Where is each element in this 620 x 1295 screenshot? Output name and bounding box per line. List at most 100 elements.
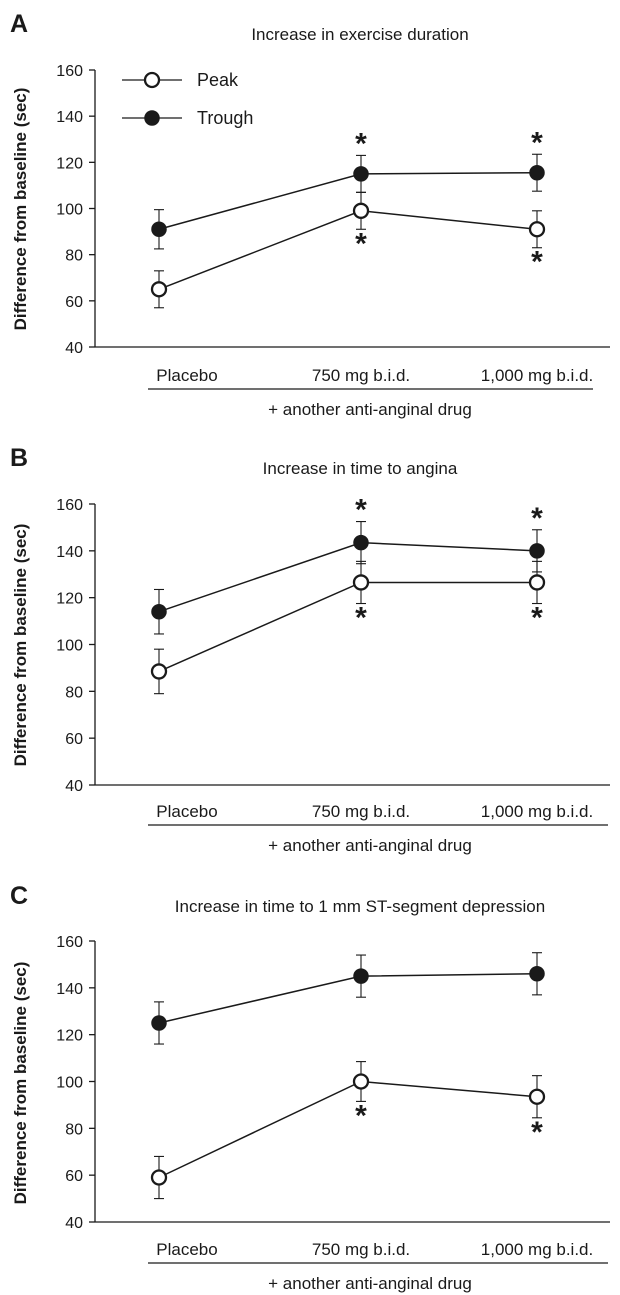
y-tick-label: 160 bbox=[56, 934, 83, 951]
panel-c-category-label-1000: 1,000 mg b.i.d. bbox=[481, 1240, 593, 1259]
panel-b-significance-marks: * * * * bbox=[355, 494, 543, 635]
peak-data-point bbox=[352, 1073, 370, 1090]
peak-significance-asterisk: * bbox=[531, 602, 543, 635]
trough-data-point bbox=[151, 1015, 167, 1031]
peak-significance-asterisk: * bbox=[355, 1099, 367, 1132]
peak-significance-asterisk: * bbox=[531, 246, 543, 279]
trough-data-point bbox=[529, 543, 545, 559]
panel-c-category-label-750: 750 mg b.i.d. bbox=[312, 1240, 410, 1259]
legend-item-trough: Trough bbox=[122, 108, 253, 128]
y-tick-label: 140 bbox=[56, 544, 83, 561]
panel-b-markers bbox=[150, 534, 546, 680]
panel-a-series-lines bbox=[158, 171, 538, 290]
y-tick-label: 40 bbox=[65, 778, 83, 795]
panel-c-y-axis-label: Difference from baseline (sec) bbox=[11, 962, 30, 1205]
peak-data-point bbox=[150, 663, 168, 680]
y-tick-label: 120 bbox=[56, 1028, 83, 1045]
panel-b-category-label-1000: 1,000 mg b.i.d. bbox=[481, 802, 593, 821]
panel-c: C Increase in time to 1 mm ST-segment de… bbox=[10, 882, 610, 1293]
y-tick-label: 120 bbox=[56, 155, 83, 172]
panel-letter-c: C bbox=[10, 882, 28, 910]
panel-letter-b: B bbox=[10, 444, 28, 472]
panel-b-x-axis-label: + another anti-anginal drug bbox=[268, 836, 472, 855]
y-tick-label: 100 bbox=[56, 202, 83, 219]
panel-b-category-label-750: 750 mg b.i.d. bbox=[312, 802, 410, 821]
panel-c-series-lines bbox=[158, 973, 538, 1179]
y-tick-label: 160 bbox=[56, 63, 83, 80]
peak-data-point bbox=[352, 574, 370, 591]
peak-series-line bbox=[158, 210, 538, 290]
legend-peak-marker bbox=[143, 71, 161, 89]
legend-peak-label: Peak bbox=[197, 70, 239, 90]
legend-trough-label: Trough bbox=[197, 108, 253, 128]
peak-data-point bbox=[150, 1169, 168, 1186]
panel-b-series-lines bbox=[158, 541, 538, 673]
panel-c-title: Increase in time to 1 mm ST-segment depr… bbox=[175, 897, 545, 916]
trough-data-point bbox=[353, 534, 369, 551]
y-tick-label: 40 bbox=[65, 340, 83, 357]
panel-c-markers bbox=[150, 966, 546, 1186]
panel-b-title: Increase in time to angina bbox=[263, 459, 458, 478]
y-tick-label: 100 bbox=[56, 1075, 83, 1092]
peak-significance-asterisk: * bbox=[531, 1116, 543, 1149]
trough-data-point bbox=[529, 966, 545, 982]
y-tick-label: 80 bbox=[65, 248, 83, 265]
trough-significance-asterisk: * bbox=[531, 502, 543, 535]
panel-c-significance-marks: * * bbox=[355, 1099, 543, 1148]
y-tick-label: 80 bbox=[65, 1121, 83, 1138]
y-tick-label: 100 bbox=[56, 638, 83, 655]
y-tick-label: 60 bbox=[65, 294, 83, 311]
trough-data-point bbox=[151, 603, 167, 620]
panel-a-category-label-750: 750 mg b.i.d. bbox=[312, 366, 410, 385]
peak-data-point bbox=[528, 1088, 546, 1105]
y-tick-label: 120 bbox=[56, 591, 83, 608]
panel-c-category-label-placebo: Placebo bbox=[156, 1240, 217, 1259]
trough-series-line bbox=[158, 171, 538, 230]
peak-series-line bbox=[158, 1080, 538, 1179]
panel-a-y-axis-label: Difference from baseline (sec) bbox=[11, 88, 30, 331]
panel-a-category-label-1000: 1,000 mg b.i.d. bbox=[481, 366, 593, 385]
peak-series-line bbox=[158, 581, 537, 673]
panel-a: A Increase in exercise duration Differen… bbox=[10, 10, 610, 419]
y-tick-label: 140 bbox=[56, 109, 83, 126]
trough-series-line bbox=[158, 541, 538, 613]
panel-a-title: Increase in exercise duration bbox=[251, 25, 468, 44]
panel-b: B Increase in time to angina Difference … bbox=[10, 444, 610, 855]
trough-series-line bbox=[158, 973, 538, 1024]
panel-b-category-label-placebo: Placebo bbox=[156, 802, 217, 821]
panel-a-x-axis-label: + another anti-anginal drug bbox=[268, 400, 472, 419]
peak-data-point bbox=[352, 202, 370, 219]
trough-significance-asterisk: * bbox=[531, 126, 543, 159]
y-tick-label: 80 bbox=[65, 684, 83, 701]
trough-data-point bbox=[353, 968, 369, 984]
legend-item-peak: Peak bbox=[122, 70, 239, 90]
y-tick-label: 60 bbox=[65, 731, 83, 748]
trough-significance-asterisk: * bbox=[355, 127, 367, 160]
peak-data-point bbox=[150, 281, 168, 298]
legend-trough-marker bbox=[144, 110, 160, 126]
trough-data-point bbox=[151, 221, 167, 238]
peak-significance-asterisk: * bbox=[355, 602, 367, 635]
trough-data-point bbox=[529, 164, 545, 181]
peak-data-point bbox=[528, 221, 546, 238]
panel-a-y-ticks: 40 60 80 100 120 140 160 bbox=[56, 63, 95, 357]
trough-significance-asterisk: * bbox=[355, 494, 367, 527]
panel-b-y-ticks: 40 60 80 100 120 140 160 bbox=[56, 497, 95, 795]
legend: Peak Trough bbox=[122, 70, 253, 128]
y-tick-label: 60 bbox=[65, 1168, 83, 1185]
y-tick-label: 40 bbox=[65, 1215, 83, 1232]
peak-significance-asterisk: * bbox=[355, 227, 367, 260]
y-tick-label: 140 bbox=[56, 981, 83, 998]
panel-a-markers bbox=[150, 164, 546, 298]
panel-letter-a: A bbox=[10, 10, 28, 38]
panel-c-x-axis-label: + another anti-anginal drug bbox=[268, 1274, 472, 1293]
panel-a-category-label-placebo: Placebo bbox=[156, 366, 217, 385]
panel-a-significance-marks: * * * * bbox=[355, 126, 543, 278]
panel-c-error-bars bbox=[154, 952, 542, 1200]
panel-b-y-axis-label: Difference from baseline (sec) bbox=[11, 524, 30, 767]
panel-c-y-ticks: 40 60 80 100 120 140 160 bbox=[56, 934, 95, 1232]
peak-data-point bbox=[528, 574, 546, 591]
y-tick-label: 160 bbox=[56, 497, 83, 514]
trough-data-point bbox=[353, 166, 369, 182]
